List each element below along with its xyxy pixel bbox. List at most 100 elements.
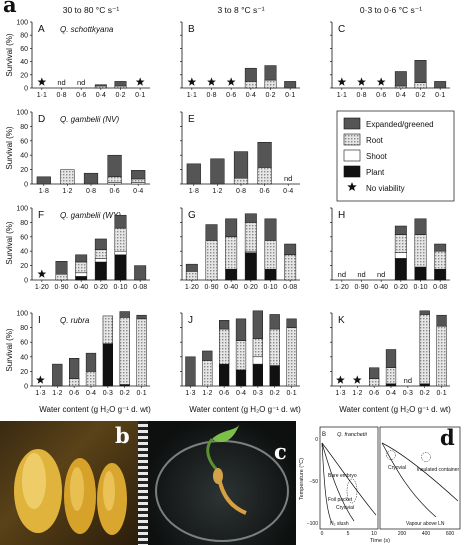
x-tick-label: 0·20: [394, 284, 408, 291]
legend-label: Expanded/greened: [366, 120, 434, 129]
panel-letter: C: [338, 24, 345, 35]
x-tick-label: 0·4: [236, 390, 246, 397]
bar-segment: [114, 85, 127, 89]
x-tick-label: 0·2: [420, 390, 430, 397]
photo-label-c: c: [274, 439, 287, 464]
bar-segment: [219, 328, 230, 365]
bar-segment: [286, 318, 297, 328]
y-tick-label: 80: [20, 220, 28, 227]
no-viability-star: [37, 77, 47, 86]
legend-swatch: [343, 117, 361, 130]
x-tick-label: 1·3: [335, 390, 345, 397]
bar-segment: [419, 310, 430, 315]
x-tick-label: 1·3: [185, 390, 195, 397]
bar-segment: [210, 158, 225, 185]
x-tick-label: 0·40: [74, 284, 88, 291]
bar-segment: [219, 363, 230, 387]
species-label: Q. schottkyana: [60, 25, 114, 34]
y-tick-label: 100: [16, 20, 28, 27]
legend-label: Root: [366, 136, 384, 145]
bar-segment: [60, 169, 75, 185]
bar-segment: [202, 360, 213, 387]
photo-label-b: b: [115, 423, 130, 448]
x-tick-label: 1·2: [202, 390, 212, 397]
bar-segment: [75, 272, 88, 277]
d-annotation: Cryovial: [388, 465, 406, 471]
panel-letter: B: [188, 24, 195, 35]
y-tick-label: 60: [20, 46, 28, 53]
species-label: Q. rubra: [60, 316, 90, 325]
bar-segment: [244, 67, 257, 82]
bar-segment: [185, 263, 198, 272]
y-tick-label: 0: [24, 384, 28, 391]
column-header: 3 to 8 °C s⁻¹: [217, 5, 264, 15]
x-tick-label: 0·2: [115, 92, 125, 99]
photo-acorns: b: [0, 421, 138, 545]
bar-segment: [55, 261, 68, 275]
d-annotation: Cryovial: [336, 505, 354, 511]
nd-label: nd: [377, 270, 385, 279]
chart-panel-I: 0 20 40 60 80 100 I Q. rubra 1·3 1·2 0·6 0·4 0·3 0·2 0…: [16, 311, 150, 397]
x-tick-label: 0·6: [260, 188, 270, 195]
bar-segment: [75, 254, 88, 263]
bar-segment: [114, 227, 127, 252]
legend-swatch: [343, 149, 361, 162]
x-tick-label: 0·3: [403, 390, 413, 397]
no-viability-star: [357, 77, 366, 86]
bar-segment: [114, 250, 127, 256]
bar-segment: [114, 81, 127, 87]
y-tick-label: 20: [20, 72, 28, 79]
nd-label: nd: [404, 376, 412, 385]
panel-letter: I: [38, 315, 41, 326]
x-tick-label: 1·1: [337, 92, 347, 99]
bar-segment: [257, 141, 272, 168]
x-tick-label: 0·2: [120, 390, 130, 397]
bar-segment: [434, 243, 447, 252]
y-tick-label: 40: [20, 153, 28, 160]
x-axis-title: Water content (g H₂O g⁻¹ d. wt): [39, 405, 151, 414]
no-viability-star: [337, 77, 347, 86]
d-ytick: 0: [315, 437, 318, 443]
legend-swatch: [343, 165, 361, 178]
x-tick-label: 0·1: [435, 92, 445, 99]
chart-panel-E: E 1·8 1·2 0·8 0·6 0·4 nd: [180, 111, 300, 195]
no-viability-star: [336, 375, 345, 384]
panel-letter: H: [338, 210, 345, 221]
x-tick-label: 0·4: [386, 390, 396, 397]
nd-label: nd: [338, 270, 346, 279]
y-tick-label: 80: [20, 124, 28, 131]
bar-segment: [55, 273, 68, 281]
chart-panel-H: H 1·20 nd 0·90 nd 0·40 nd 0·20 0·10 0·08: [330, 207, 450, 291]
bar-segment: [284, 254, 297, 281]
bar-segment: [36, 176, 51, 185]
bar-segment: [369, 367, 380, 379]
d-ytick: −50: [310, 479, 319, 485]
x-tick-label: 0·6: [226, 92, 236, 99]
bar-segment: [219, 320, 230, 330]
panel-letter: E: [188, 114, 195, 125]
bar-segment: [252, 356, 263, 365]
d-xtick: 600: [446, 531, 455, 537]
bar-segment: [252, 363, 263, 387]
x-tick-label: 0·90: [204, 284, 218, 291]
cooling-curve-panel: B Q. franchetii Temperature (°C) Time (s) 0−…: [296, 421, 464, 545]
bar-segment: [244, 252, 257, 281]
d-ylabel: Temperature (°C): [299, 458, 305, 500]
panel-letter: F: [38, 210, 44, 221]
x-tick-label: 0·6: [369, 390, 379, 397]
cooling-curve: [381, 442, 459, 502]
chart-panel-G: G 1·20 0·90 0·40 0·20 0·10 0·08: [180, 207, 300, 291]
bar-segment: [252, 310, 263, 339]
x-tick-label: 0·2: [265, 92, 275, 99]
x-tick-label: 0·1: [135, 92, 145, 99]
d-xtick: 400: [422, 531, 431, 537]
chart-panel-F: 0 20 40 60 80 100 F Q. gambelii (WY) 1·20 0·90 0·4…: [16, 206, 150, 291]
chart-panel-K: K 1·3 1·2 0·6 0·4 0·3 nd 0·2 0·1: [330, 310, 450, 397]
x-tick-label: 0·90: [54, 284, 68, 291]
bar-segment: [107, 176, 122, 183]
x-tick-label: 1·8: [189, 188, 199, 195]
left-plot-frame: [319, 426, 379, 530]
x-tick-label: 0·90: [354, 284, 368, 291]
legend-star: [347, 182, 357, 192]
